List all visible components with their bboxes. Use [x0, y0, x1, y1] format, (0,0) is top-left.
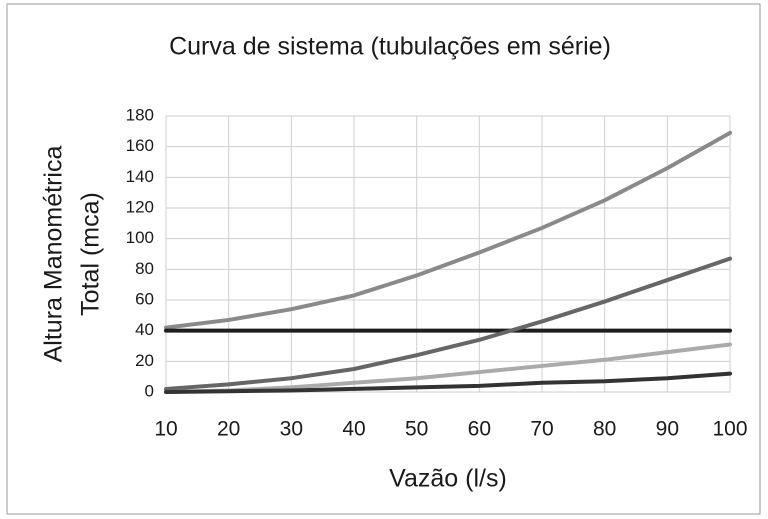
y-tick-label: 160 — [126, 136, 154, 155]
y-tick-label: 20 — [135, 351, 154, 370]
x-tick-label: 30 — [280, 418, 303, 441]
y-tick-label: 60 — [135, 289, 154, 308]
y-tick-label: 140 — [126, 167, 154, 186]
y-axis-label: Altura Manométrica — [40, 146, 68, 363]
x-tick-label: 40 — [342, 418, 365, 441]
series-line — [164, 256, 732, 391]
chart-title: Curva de sistema (tubulações em série) — [169, 33, 611, 61]
y-tick-label: 0 — [145, 381, 154, 400]
x-tick-label: 20 — [217, 418, 240, 441]
x-axis-label: Vazão (l/s) — [389, 465, 507, 493]
y-tick-label: 120 — [126, 197, 154, 216]
series-line — [164, 371, 732, 394]
y-tick-label: 180 — [126, 105, 154, 124]
series-line — [164, 130, 732, 330]
x-tick-label: 50 — [405, 418, 428, 441]
y-tick-label: 80 — [135, 259, 154, 278]
plot-area — [165, 115, 731, 393]
x-tick-label: 60 — [468, 418, 491, 441]
x-tick-label: 70 — [530, 418, 553, 441]
x-tick-label: 90 — [656, 418, 679, 441]
x-tick-label: 100 — [712, 418, 747, 441]
y-tick-label: 40 — [135, 320, 154, 339]
y-axis-label: Total (mca) — [77, 192, 105, 316]
x-tick-label: 80 — [593, 418, 616, 441]
y-tick-label: 100 — [126, 228, 154, 247]
x-tick-label: 10 — [154, 418, 177, 441]
